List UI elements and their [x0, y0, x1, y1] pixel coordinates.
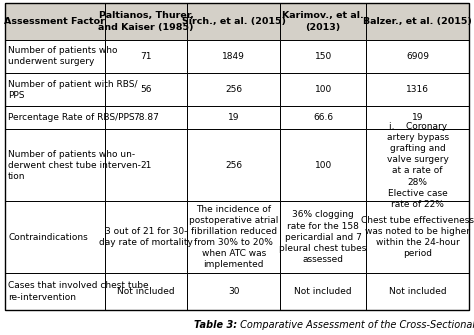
Bar — [280, 106, 366, 129]
Bar — [187, 106, 280, 129]
Bar — [105, 73, 187, 106]
Bar — [5, 40, 105, 73]
Text: 6909: 6909 — [406, 52, 429, 61]
Text: 30: 30 — [228, 287, 239, 296]
Bar — [5, 106, 105, 129]
Bar — [105, 3, 187, 40]
Text: Not included: Not included — [117, 287, 175, 296]
Bar — [366, 129, 469, 201]
Text: Cases that involved chest tube
re-intervention: Cases that involved chest tube re-interv… — [8, 281, 149, 302]
Text: Not included: Not included — [294, 287, 352, 296]
Text: Balzer., et al. (2015): Balzer., et al. (2015) — [363, 17, 472, 26]
Bar — [5, 273, 105, 310]
Bar — [187, 40, 280, 73]
Text: 100: 100 — [315, 161, 332, 170]
Text: 1849: 1849 — [222, 52, 245, 61]
Bar — [187, 273, 280, 310]
Text: Chest tube effectiveness
was noted to be higher
within the 24-hour
period: Chest tube effectiveness was noted to be… — [361, 216, 474, 258]
Bar — [280, 273, 366, 310]
Bar — [5, 3, 105, 40]
Text: Paltianos, Thurer,
and Kaiser (1985): Paltianos, Thurer, and Kaiser (1985) — [98, 11, 194, 31]
Text: The incidence of
postoperative atrial
fibrillation reduced
from 30% to 20%
when : The incidence of postoperative atrial fi… — [189, 205, 278, 269]
Bar — [366, 273, 469, 310]
Text: 150: 150 — [315, 52, 332, 61]
Bar — [105, 201, 187, 273]
Bar — [187, 3, 280, 40]
Text: 71: 71 — [140, 52, 152, 61]
Bar — [5, 73, 105, 106]
Text: 78.87: 78.87 — [133, 113, 159, 122]
Bar — [366, 3, 469, 40]
Text: 56: 56 — [140, 85, 152, 94]
Text: Percentage Rate of RBS/PPS: Percentage Rate of RBS/PPS — [8, 113, 135, 122]
Bar — [5, 129, 105, 201]
Text: 256: 256 — [225, 85, 242, 94]
Text: 1316: 1316 — [406, 85, 429, 94]
Text: 19: 19 — [228, 113, 239, 122]
Bar — [105, 273, 187, 310]
Bar — [105, 106, 187, 129]
Bar — [187, 129, 280, 201]
Bar — [187, 73, 280, 106]
Text: 100: 100 — [315, 85, 332, 94]
Bar — [280, 73, 366, 106]
Bar — [105, 129, 187, 201]
Text: Karimov., et al.
(2013): Karimov., et al. (2013) — [283, 11, 364, 31]
Text: 66.6: 66.6 — [313, 113, 333, 122]
Text: i.    Coronary
artery bypass
grafting and
valve surgery
at a rate of
28%
Electiv: i. Coronary artery bypass grafting and v… — [387, 122, 449, 209]
Text: 3 out of 21 for 30-
day rate of mortality: 3 out of 21 for 30- day rate of mortalit… — [99, 227, 193, 247]
Bar — [366, 201, 469, 273]
Bar — [366, 106, 469, 129]
Text: 256: 256 — [225, 161, 242, 170]
Text: Sirch., et al. (2015): Sirch., et al. (2015) — [182, 17, 286, 26]
Text: 36% clogging
rate for the 158
pericardial and 7
pleural chest tubes
assessed: 36% clogging rate for the 158 pericardia… — [280, 210, 367, 264]
Bar — [187, 201, 280, 273]
Text: Table 3:: Table 3: — [194, 321, 237, 330]
Bar — [280, 201, 366, 273]
Text: Number of patients who un-
derwent chest tube interven-
tion: Number of patients who un- derwent chest… — [8, 150, 141, 181]
Text: 19: 19 — [412, 113, 423, 122]
Bar — [280, 40, 366, 73]
Bar — [105, 40, 187, 73]
Text: Contraindications: Contraindications — [8, 232, 88, 242]
Bar — [366, 40, 469, 73]
Bar — [366, 73, 469, 106]
Text: Not included: Not included — [389, 287, 447, 296]
Bar — [280, 129, 366, 201]
Text: 21: 21 — [140, 161, 152, 170]
Text: Assessment Factor: Assessment Factor — [4, 17, 105, 26]
Text: Number of patient with RBS/
PPS: Number of patient with RBS/ PPS — [8, 80, 137, 100]
Bar — [280, 3, 366, 40]
Text: Comparative Assessment of the Cross-Sectional Studies.: Comparative Assessment of the Cross-Sect… — [237, 321, 474, 330]
Text: Number of patients who
underwent surgery: Number of patients who underwent surgery — [8, 46, 118, 66]
Bar — [5, 201, 105, 273]
